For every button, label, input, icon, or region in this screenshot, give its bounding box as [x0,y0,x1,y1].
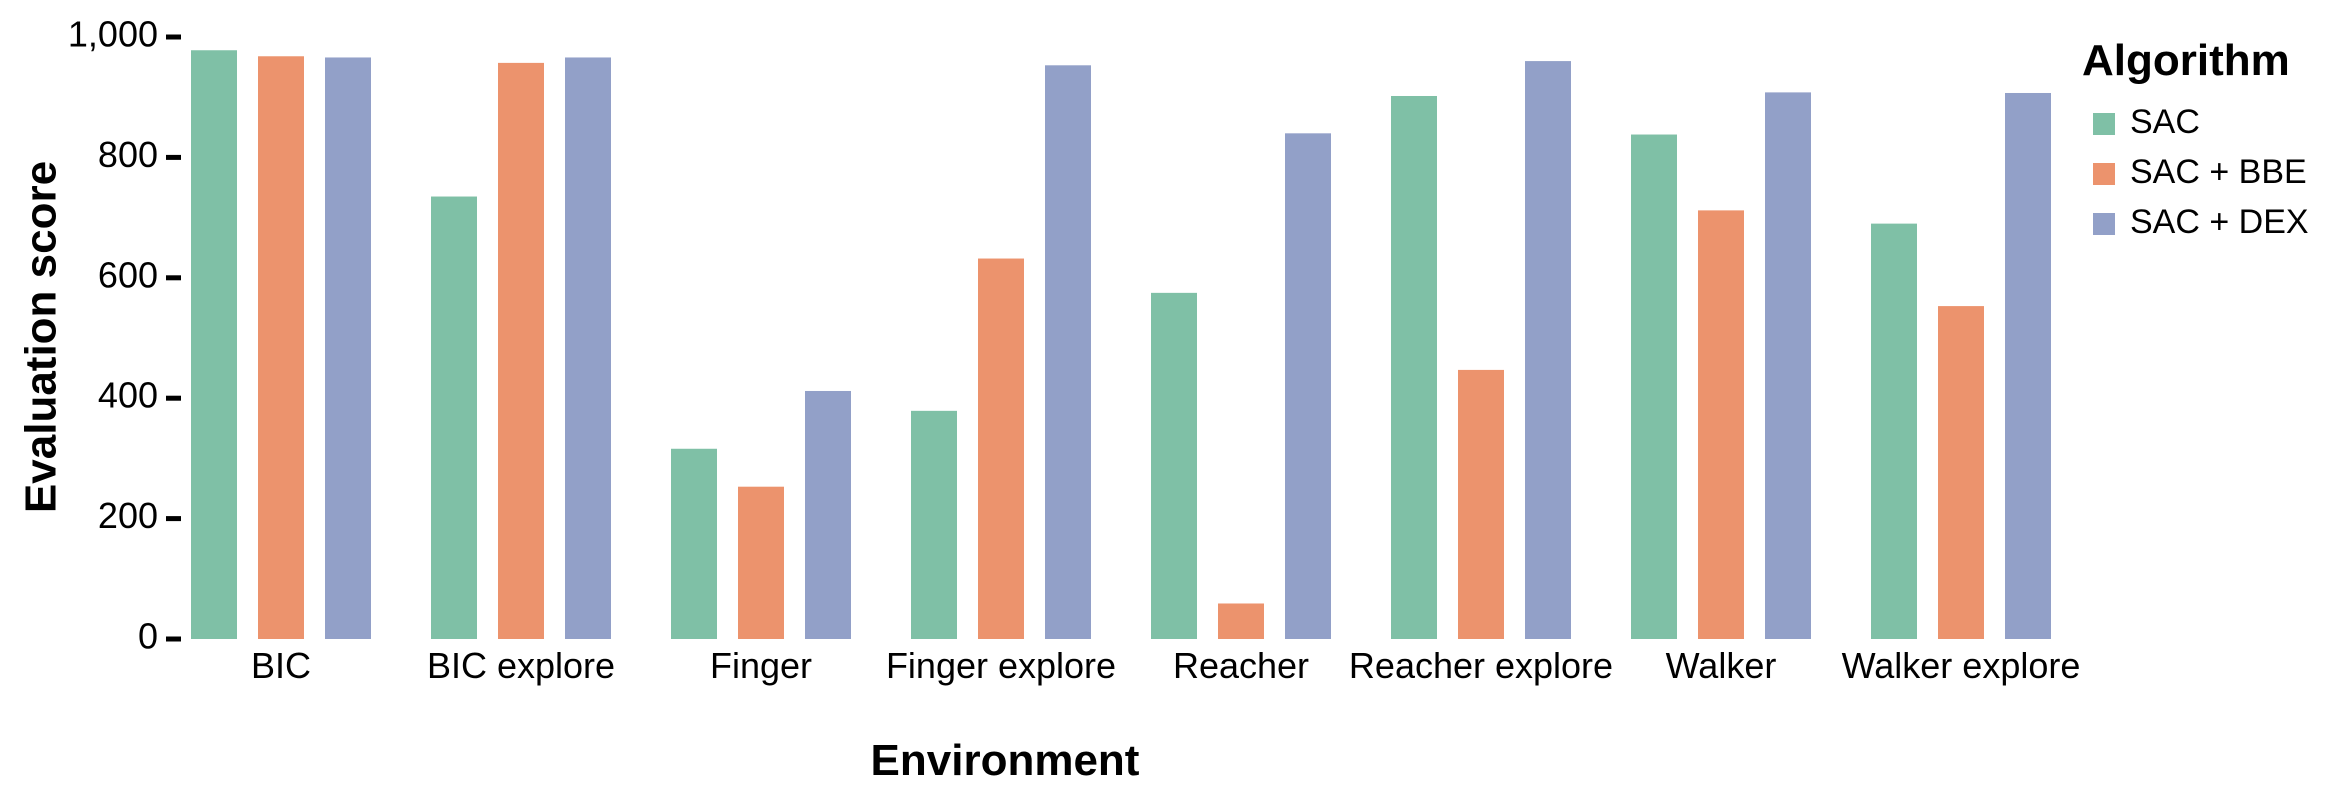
bar-sac-dex-reacher-explore [1525,61,1571,639]
bar-sac-bbe-walker-explore [1938,306,1984,639]
y-tick-label: 400 [98,375,158,416]
bar-sac-walker [1631,134,1677,640]
legend-swatch [2093,163,2115,185]
bar-sac-dex-finger-explore [1045,65,1091,639]
bar-sac-bbe-walker [1698,210,1744,639]
bar-sac-dex-bic [325,57,371,639]
legend: SAC SAC + BBE SAC + DEX [2093,103,2309,241]
bar-sac-finger [671,448,717,639]
bar-sac-bic [191,50,237,639]
legend-title: Algorithm [2082,36,2290,85]
x-tick-label: Finger explore [886,645,1116,686]
y-axis: 0 200 400 600 800 1,000 [68,14,181,657]
y-tick-label: 200 [98,495,158,536]
bar-sac-bbe-reacher [1218,603,1264,639]
x-tick-label: Walker [1666,645,1777,686]
legend-label: SAC + DEX [2130,203,2309,241]
bar-sac-reacher-explore [1391,95,1437,640]
x-tick-label: Reacher [1173,645,1309,686]
bar-sac-dex-finger [805,390,851,639]
x-axis: BIC BIC explore Finger Finger explore Reache… [251,645,2080,686]
bar-sac-dex-walker [1765,92,1811,639]
y-tick-label: 800 [98,134,158,175]
bar-sac-dex-bic-explore [565,57,611,639]
x-tick-label: Reacher explore [1349,645,1613,686]
legend-swatch [2093,113,2115,135]
legend-label: SAC + BBE [2130,153,2307,191]
bar-sac-reacher [1151,292,1197,639]
bar-sac-bbe-finger-explore [978,258,1024,639]
bar-sac-bic-explore [431,196,477,639]
bar-sac-finger-explore [911,410,957,639]
x-tick-label: BIC explore [427,645,615,686]
x-tick-label: Finger [710,645,812,686]
bar-sac-walker-explore [1871,223,1917,639]
y-axis-title: Evaluation score [17,161,66,513]
x-axis-title: Environment [871,736,1140,785]
y-tick-label: 600 [98,254,158,295]
bar-sac-bbe-reacher-explore [1458,369,1504,639]
bar-sac-bbe-bic-explore [498,62,544,640]
bar-sac-bbe-finger [738,486,784,639]
bar-sac-bbe-bic [258,56,304,640]
legend-swatch [2093,213,2115,235]
bar-sac-dex-walker-explore [2005,92,2051,639]
y-tick-label: 1,000 [68,14,158,55]
bars-group [191,50,2051,640]
y-tick-label: 0 [138,616,158,657]
bar-sac-dex-reacher [1285,133,1331,639]
x-tick-label: BIC [251,645,311,686]
legend-label: SAC [2130,103,2200,141]
x-tick-label: Walker explore [1842,645,2081,686]
